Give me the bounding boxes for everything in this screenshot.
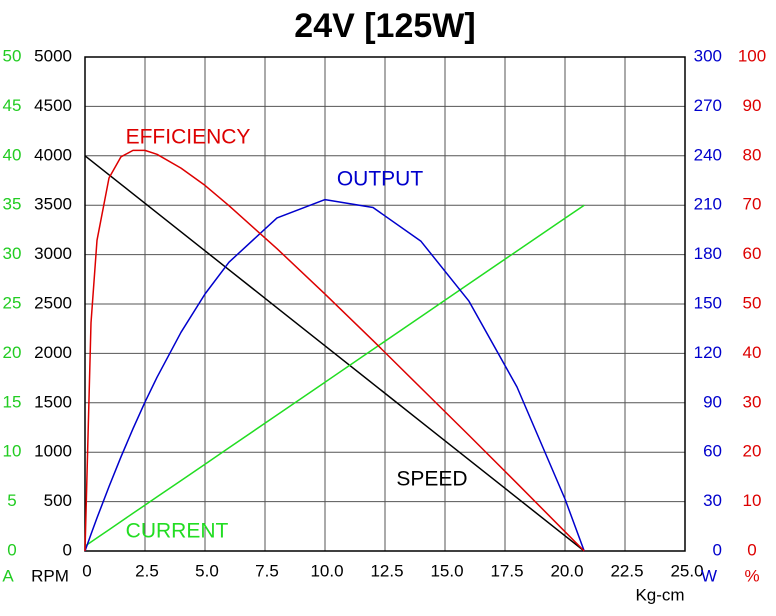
series-label: CURRENT: [126, 520, 229, 543]
y-tick-label: 5: [7, 491, 16, 510]
series-label: EFFICIENCY: [126, 126, 251, 149]
x-axis-label: Kg-cm: [635, 585, 684, 604]
y-tick-label: 0: [7, 540, 16, 559]
y-tick-label: 2500: [34, 293, 72, 312]
series-label: OUTPUT: [337, 168, 424, 191]
y-tick-label: 10: [743, 491, 762, 510]
y-tick-label: 30: [703, 491, 722, 510]
axis-unit-label: A: [2, 566, 14, 585]
x-tick-label: 25.0: [670, 561, 703, 580]
y-tick-label: 60: [743, 244, 762, 263]
series-line: [84, 155, 585, 552]
y-tick-label: 10: [3, 442, 22, 461]
y-tick-label: 5000: [34, 46, 72, 65]
y-tick-label: 40: [743, 343, 762, 362]
y-tick-label: 4500: [34, 96, 72, 115]
x-tick-label: 2.5: [135, 561, 159, 580]
y-tick-label: 30: [3, 244, 22, 263]
series-line: [84, 198, 585, 552]
y-tick-label: 50: [3, 46, 22, 65]
y-tick-label: 20: [3, 343, 22, 362]
y-tick-label: 20: [743, 442, 762, 461]
x-tick-label: 22.5: [610, 561, 643, 580]
y-tick-label: 45: [3, 96, 22, 115]
y-tick-label: 40: [3, 145, 22, 164]
y-tick-label: 0: [713, 540, 722, 559]
y-tick-label: 120: [694, 343, 722, 362]
x-tick-label: 0: [82, 561, 91, 580]
y-tick-label: 60: [703, 442, 722, 461]
y-tick-label: 30: [743, 392, 762, 411]
series-line: [84, 149, 585, 552]
y-tick-label: 3000: [34, 244, 72, 263]
y-tick-label: 150: [694, 293, 722, 312]
y-tick-label: 90: [743, 96, 762, 115]
y-tick-label: 4000: [34, 145, 72, 164]
y-tick-label: 1000: [34, 442, 72, 461]
y-tick-label: 210: [694, 195, 722, 214]
series-line: [84, 204, 585, 547]
y-tick-label: 15: [3, 392, 22, 411]
x-tick-label: 7.5: [255, 561, 279, 580]
y-tick-label: 0: [747, 540, 756, 559]
plot-border: [84, 56, 686, 552]
y-tick-label: 270: [694, 96, 722, 115]
y-tick-label: 500: [44, 491, 72, 510]
y-tick-label: 70: [743, 195, 762, 214]
y-tick-label: 2000: [34, 343, 72, 362]
y-tick-label: 100: [738, 46, 766, 65]
y-tick-label: 50: [743, 293, 762, 312]
y-tick-label: 1500: [34, 392, 72, 411]
axis-unit-label: RPM: [31, 566, 69, 585]
y-tick-label: 0: [63, 540, 72, 559]
x-tick-label: 20.0: [550, 561, 583, 580]
y-tick-label: 25: [3, 293, 22, 312]
y-tick-label: 240: [694, 145, 722, 164]
y-tick-label: 35: [3, 195, 22, 214]
y-tick-label: 80: [743, 145, 762, 164]
x-tick-label: 17.5: [490, 561, 523, 580]
y-tick-label: 90: [703, 392, 722, 411]
chart-title: 24V [125W]: [294, 7, 475, 45]
x-tick-label: 12.5: [370, 561, 403, 580]
x-tick-label: 15.0: [430, 561, 463, 580]
y-tick-label: 3500: [34, 195, 72, 214]
x-tick-label: 10.0: [310, 561, 343, 580]
x-tick-label: 5.0: [195, 561, 219, 580]
y-tick-label: 180: [694, 244, 722, 263]
y-tick-label: 300: [694, 46, 722, 65]
axis-unit-label: W: [701, 566, 717, 585]
series-label: SPEED: [396, 468, 467, 491]
axis-unit-label: %: [744, 566, 759, 585]
